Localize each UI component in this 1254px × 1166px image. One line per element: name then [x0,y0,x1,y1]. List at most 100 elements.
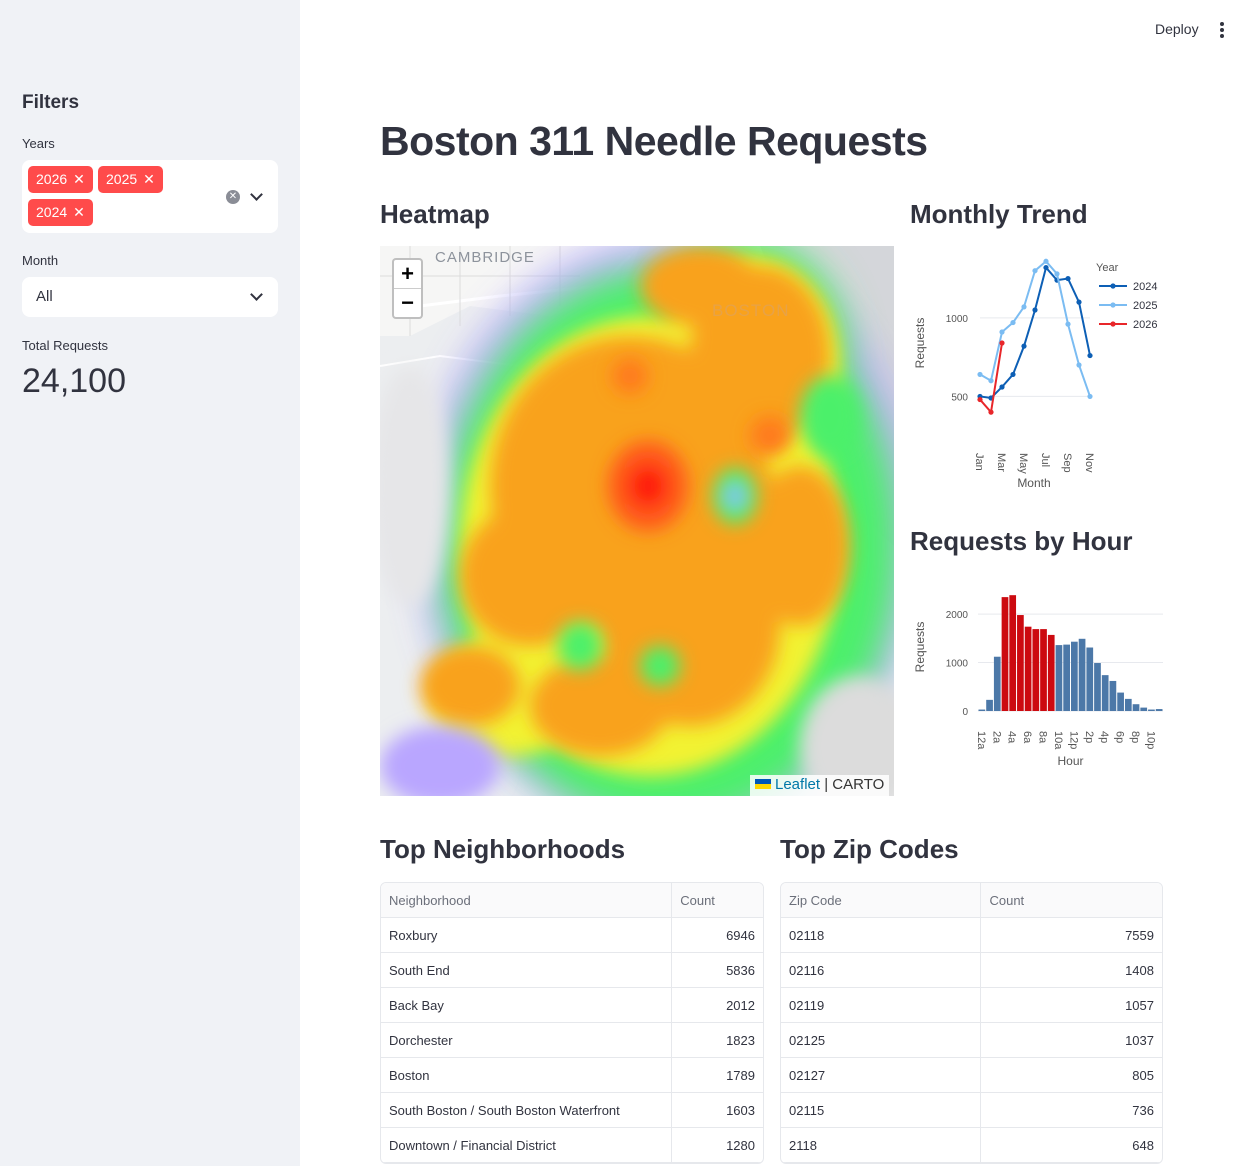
zip-codes-table[interactable]: Zip Code Count 02118 7559 02116 1408 02119 10… [780,882,1163,1164]
y-tick-label: 2000 [946,610,969,621]
bar-2a [993,656,1001,711]
data-point-2025 [988,378,994,384]
top-neighborhoods-title: Top Neighborhoods [380,834,626,864]
column-header-zip-code[interactable]: Zip Code [789,892,842,908]
neighborhoods-table[interactable]: Neighborhood Count Roxbury 6946 South End 5… [380,882,764,1164]
column-header-neighborhood[interactable]: Neighborhood [389,892,471,908]
table-cell-count: 6946 [671,918,763,952]
boston-label: BOSTON [712,301,789,320]
data-point-2024 [999,384,1005,390]
heatmap-layer: CAMBRIDGE BOSTON [380,246,894,796]
data-point-2024 [1065,275,1071,282]
carto-link[interactable]: CARTO [832,776,885,793]
monthly-trend-title: Monthly Trend [910,199,1088,229]
bar-5p [1109,680,1117,711]
month-select[interactable]: All [22,277,278,317]
remove-chip-icon[interactable]: ✕ [73,171,85,187]
bar-3a [1001,597,1009,711]
table-cell-label: 02115 [789,1102,825,1118]
table-row[interactable]: 02127 805 [781,1058,1162,1093]
table-cell-label: 02118 [789,927,825,943]
bar-7a [1032,629,1040,711]
chevron-down-icon[interactable] [250,188,263,201]
table-row[interactable]: South End 5836 [381,953,763,988]
leaflet-link[interactable]: Leaflet [775,776,821,793]
table-row[interactable]: Back Bay 2012 [381,988,763,1023]
x-tick-label: 10a [1052,731,1064,750]
table-cell-label: 02125 [789,1032,826,1048]
table-cell-label: 02127 [789,1067,826,1083]
column-header-count[interactable]: Count [671,883,763,917]
table-cell-count: 648 [980,1128,1162,1162]
bar-4a [1009,595,1017,711]
table-cell-count: 1823 [671,1023,763,1057]
x-tick-label: 8p [1129,731,1141,743]
table-row[interactable]: 02119 1057 [781,988,1162,1023]
data-point-2026 [988,409,994,415]
data-point-2025 [1076,362,1082,368]
years-multiselect[interactable]: 2026 ✕ 2025 ✕ 2024 ✕ ✕ [22,160,278,233]
kebab-icon[interactable] [1219,22,1225,38]
bar-5a [1017,615,1024,711]
requests-by-hour-chart[interactable]: 0 1000 2000 12a 2a 4a 6a 8a 10a 12p 2p 4p 6p 8p 10p Hou… [905,585,1170,775]
remove-chip-icon[interactable]: ✕ [143,171,155,187]
remove-chip-icon[interactable]: ✕ [73,204,85,220]
table-cell-label: Boston [389,1067,430,1083]
table-row[interactable]: 02116 1408 [781,953,1162,988]
table-row[interactable]: 2118 648 [781,1128,1162,1163]
deploy-button[interactable]: Deploy [1155,21,1199,37]
data-point-2025 [1054,271,1060,277]
x-tick-label: May [1017,453,1029,474]
chevron-down-icon[interactable] [250,288,263,301]
sidebar: Filters Years 2026 ✕ 2025 ✕ 2024 ✕ ✕ Month … [0,0,300,1166]
bar-8p [1132,704,1140,711]
table-row[interactable]: Roxbury 6946 [381,918,763,953]
data-point-2025 [1043,258,1049,264]
data-point-2024 [1021,343,1027,349]
zoom-in-button[interactable]: + [394,260,421,289]
column-header-count[interactable]: Count [980,883,1162,917]
requests-by-hour-title: Requests by Hour [910,526,1133,556]
year-chip[interactable]: 2025 ✕ [98,166,163,193]
table-row[interactable]: South Boston / South Boston Waterfront 16… [381,1093,763,1128]
data-point-2024 [1087,352,1093,359]
top-zip-codes-title: Top Zip Codes [780,834,959,864]
year-chip-label: 2026 [36,171,68,187]
x-tick-label: Mar [995,453,1007,472]
bar-9a [1047,634,1055,711]
table-cell-label: Downtown / Financial District [389,1137,556,1153]
y-axis-label: Requests [913,622,927,673]
table-cell-count: 805 [980,1058,1162,1092]
table-cell-count: 1037 [980,1023,1162,1057]
x-tick-label: Jul [1039,453,1051,467]
x-tick-label: 6p [1114,731,1126,743]
table-cell-count: 1280 [671,1128,763,1162]
table-row[interactable]: Boston 1789 [381,1058,763,1093]
y-tick-label: 1000 [946,659,969,670]
monthly-trend-chart[interactable]: 500 1000 Jan Mar May Jul Sep Nov Month Requests 20… [905,255,1170,500]
legend-marker-2024 [1110,283,1116,289]
year-chip[interactable]: 2024 ✕ [28,199,93,226]
bar-11p [1155,709,1163,711]
table-row[interactable]: 02115 736 [781,1093,1162,1128]
table-cell-count: 2012 [671,988,763,1022]
bar-12p [1071,641,1078,711]
legend-entry: 2025 [1133,300,1157,312]
table-cell-label: 2118 [789,1137,817,1153]
year-chip[interactable]: 2026 ✕ [28,166,93,193]
year-chip-label: 2024 [36,204,68,220]
x-tick-label: Sep [1061,453,1073,473]
table-row[interactable]: Dorchester 1823 [381,1023,763,1058]
bar-12a [978,709,986,711]
zoom-out-button[interactable]: − [401,290,414,315]
data-point-2026 [999,340,1005,346]
bar-3p [1094,663,1101,711]
table-row[interactable]: 02125 1037 [781,1023,1162,1058]
heatmap-map[interactable]: CAMBRIDGE BOSTON [380,246,894,796]
table-row[interactable]: Downtown / Financial District 1280 [381,1128,763,1163]
table-row[interactable]: 02118 7559 [781,918,1162,953]
data-point-2024 [1076,299,1082,305]
clear-all-icon[interactable]: ✕ [226,190,240,204]
bar-1p [1078,638,1086,711]
data-point-2024 [1010,371,1016,378]
